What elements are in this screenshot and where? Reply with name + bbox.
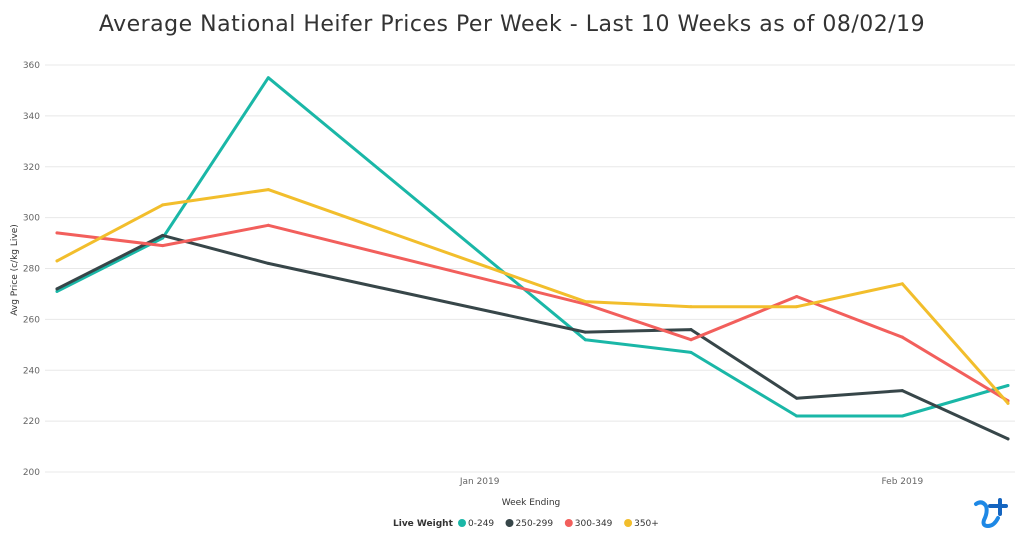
chart-title: Average National Heifer Prices Per Week … xyxy=(98,12,926,37)
legend-label: 0-249 xyxy=(468,519,494,529)
legend-item-300-349[interactable]: 300-349 xyxy=(564,519,613,529)
data-point xyxy=(900,335,904,339)
data-point xyxy=(1006,401,1010,405)
data-point xyxy=(55,287,59,291)
legend-marker xyxy=(564,519,573,527)
data-point xyxy=(1006,384,1010,388)
y-axis-title: Avg Price (c/kg Live) xyxy=(10,224,20,316)
data-point xyxy=(795,396,799,400)
data-point xyxy=(161,244,165,248)
y-tick-label: 200 xyxy=(23,468,40,478)
x-axis-title: Week Ending xyxy=(502,498,561,508)
legend-marker xyxy=(458,519,466,527)
data-point xyxy=(583,302,587,306)
data-point xyxy=(900,414,904,418)
data-point xyxy=(583,330,587,334)
legend-label: 250-299 xyxy=(516,519,554,529)
data-point xyxy=(583,300,587,304)
data-point xyxy=(55,259,59,263)
y-tick-label: 340 xyxy=(23,112,40,122)
data-point xyxy=(1006,437,1010,441)
data-point xyxy=(900,389,904,393)
data-point xyxy=(55,231,59,235)
x-tick-label: Feb 2019 xyxy=(881,477,923,487)
series-line-350+ xyxy=(55,188,1010,405)
legend-label: 350+ xyxy=(634,519,659,529)
series-line-0-249 xyxy=(55,76,1010,418)
y-tick-label: 240 xyxy=(23,366,40,376)
data-point xyxy=(689,305,693,309)
brand-logo-icon xyxy=(974,498,1008,529)
legend-label: 300-349 xyxy=(575,519,613,529)
legend-item-0-249[interactable]: 0-249 xyxy=(458,519,494,529)
data-point xyxy=(55,289,59,293)
y-tick-label: 220 xyxy=(23,417,40,427)
y-tick-label: 260 xyxy=(23,315,40,325)
y-tick-label: 300 xyxy=(23,214,40,224)
data-point xyxy=(900,282,904,286)
gridlines xyxy=(45,64,1015,473)
x-axis-ticks: Jan 2019 Feb 2019 xyxy=(459,477,924,487)
data-point xyxy=(689,350,693,354)
legend-marker xyxy=(624,519,633,527)
legend-item-250-299[interactable]: 250-299 xyxy=(505,519,554,529)
data-point xyxy=(689,328,693,332)
legend: Live Weight 0-249 250-299 300-349 350+ xyxy=(393,519,659,529)
data-point xyxy=(161,203,165,207)
series-line-250-299 xyxy=(55,233,1010,441)
legend-marker xyxy=(505,519,514,527)
legend-title: Live Weight xyxy=(393,519,454,529)
data-point xyxy=(795,305,799,309)
data-point xyxy=(266,188,270,192)
y-tick-label: 360 xyxy=(23,61,40,71)
data-point xyxy=(689,338,693,342)
y-axis-ticks: 200 220 240 260 280 300 320 340 360 xyxy=(23,61,40,478)
x-tick-label: Jan 2019 xyxy=(459,477,500,487)
data-point xyxy=(795,294,799,298)
data-point xyxy=(266,76,270,80)
legend-item-350+[interactable]: 350+ xyxy=(624,519,659,529)
data-point xyxy=(583,338,587,342)
series-line-300-349 xyxy=(55,223,1010,403)
data-point xyxy=(266,223,270,227)
data-point xyxy=(161,233,165,237)
series-lines xyxy=(55,76,1010,441)
y-tick-label: 320 xyxy=(23,163,40,173)
data-point xyxy=(795,414,799,418)
data-point xyxy=(266,261,270,265)
y-tick-label: 280 xyxy=(23,265,40,275)
